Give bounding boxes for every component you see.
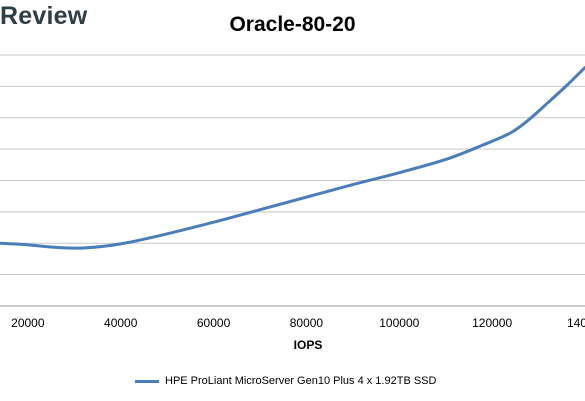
legend-swatch — [135, 379, 159, 383]
series-lines — [0, 66, 585, 250]
x-tick-label: 60000 — [197, 316, 231, 330]
chart-title: Oracle-80-20 — [229, 13, 356, 36]
brand-logo: Review — [0, 2, 88, 30]
x-axis-label: IOPS — [294, 338, 323, 352]
x-tick-label: 100000 — [379, 316, 419, 330]
x-tick-label: 20000 — [11, 316, 45, 330]
gridlines — [0, 54, 585, 307]
x-tick-labels: 20000 40000 60000 80000 100000 120000 140 — [11, 316, 585, 330]
x-tick-label: 120000 — [472, 316, 512, 330]
x-tick-label: 80000 — [290, 316, 324, 330]
legend-label: HPE ProLiant MicroServer Gen10 Plus 4 x … — [165, 375, 437, 387]
legend: HPE ProLiant MicroServer Gen10 Plus 4 x … — [135, 374, 436, 388]
series-line — [0, 66, 585, 250]
x-tick-label: 140 — [567, 316, 585, 330]
x-tick-label: 40000 — [104, 316, 138, 330]
